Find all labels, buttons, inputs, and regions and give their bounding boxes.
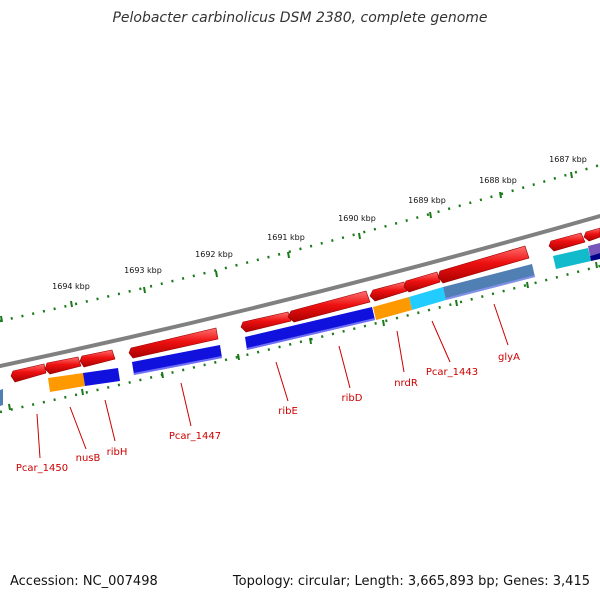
- gene-bar[interactable]: [590, 253, 600, 261]
- accession-text: Accession: NC_007498: [10, 574, 158, 589]
- ruler-inner-ticks: [8, 261, 598, 411]
- gene-bar[interactable]: [588, 243, 600, 256]
- ruler-label: 1694 kbp: [52, 282, 90, 291]
- gene-label-nusb[interactable]: nusB: [76, 453, 101, 464]
- ruler-label: 1688 kbp: [479, 176, 517, 185]
- gene-bar[interactable]: [132, 345, 222, 375]
- reverse-strand-genes: [0, 243, 600, 406]
- gene-bar[interactable]: [0, 389, 3, 406]
- ruler-label: 1689 kbp: [408, 196, 446, 205]
- gene-bar[interactable]: [373, 297, 412, 320]
- gene-bar[interactable]: [48, 373, 85, 392]
- gene-arrow[interactable]: [287, 290, 371, 323]
- ruler-major-ticks: [0, 171, 573, 323]
- ruler-outer-arc: [0, 163, 600, 323]
- gene-bar[interactable]: [83, 368, 120, 386]
- gene-arrow[interactable]: [240, 311, 292, 333]
- gene-label-ribd[interactable]: ribD: [342, 393, 363, 404]
- gene-label-leaders: [36, 303, 509, 459]
- ruler-labels: 1687 kbp 1688 kbp 1689 kbp 1690 kbp 1691…: [52, 155, 587, 291]
- reverse-bar-shading: [133, 275, 536, 375]
- gene-arrow[interactable]: [44, 356, 82, 375]
- gene-labels: Pcar_1450 nusB ribH Pcar_1447 ribE ribD …: [16, 352, 520, 474]
- gene-arrow[interactable]: [128, 327, 219, 359]
- gene-label-ribe[interactable]: ribE: [278, 406, 298, 417]
- gene-label-pcar-1443[interactable]: Pcar_1443: [426, 367, 478, 378]
- gene-label-ribh[interactable]: ribH: [107, 447, 128, 458]
- ruler-label: 1693 kbp: [124, 266, 162, 275]
- ruler-inner-arc: [0, 264, 600, 414]
- ruler-label: 1687 kbp: [549, 155, 587, 164]
- forward-strand-genes: [10, 227, 600, 383]
- gene-arrow[interactable]: [583, 227, 600, 242]
- gene-label-nrdr[interactable]: nrdR: [394, 378, 418, 389]
- gene-label-glya[interactable]: glyA: [498, 352, 520, 363]
- gene-arrow[interactable]: [369, 281, 408, 302]
- map-title: Pelobacter carbinolicus DSM 2380, comple…: [112, 10, 488, 26]
- gene-arrow[interactable]: [10, 363, 47, 383]
- genome-backbone: [0, 214, 600, 368]
- gene-bar[interactable]: [245, 307, 375, 350]
- topology-text: Topology: circular; Length: 3,665,893 bp…: [232, 574, 590, 589]
- gene-label-pcar-1447[interactable]: Pcar_1447: [169, 431, 221, 442]
- gene-arrow[interactable]: [548, 232, 586, 252]
- ruler-label: 1691 kbp: [267, 233, 305, 242]
- ruler-label: 1690 kbp: [338, 214, 376, 223]
- gene-bar[interactable]: [409, 287, 446, 310]
- gene-arrow[interactable]: [79, 349, 116, 368]
- gene-label-pcar-1450[interactable]: Pcar_1450: [16, 463, 68, 474]
- gene-arrow[interactable]: [403, 271, 441, 293]
- gene-bar[interactable]: [553, 248, 591, 269]
- ruler-label: 1692 kbp: [195, 250, 233, 259]
- gene-bar[interactable]: [443, 264, 535, 300]
- gene-arrow[interactable]: [437, 245, 530, 284]
